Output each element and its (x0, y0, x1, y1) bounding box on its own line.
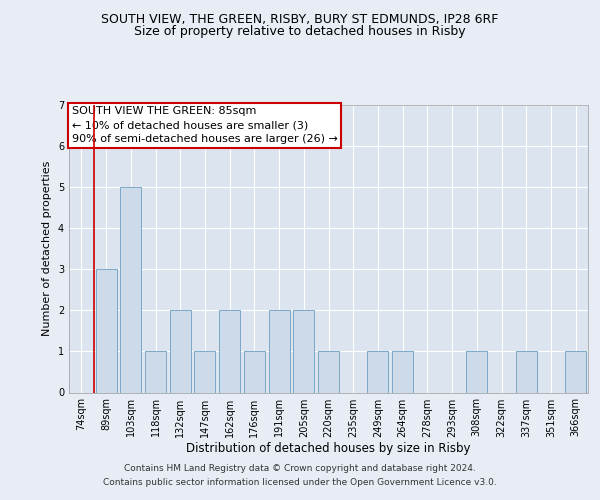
Bar (95, 270, 116, 392)
Text: Contains public sector information licensed under the Open Government Licence v3: Contains public sector information licen… (103, 478, 497, 487)
Text: Contains HM Land Registry data © Crown copyright and database right 2024.: Contains HM Land Registry data © Crown c… (124, 464, 476, 473)
Bar (392, 352, 413, 393)
Text: Size of property relative to detached houses in Risby: Size of property relative to detached ho… (134, 25, 466, 38)
Bar (466, 352, 487, 393)
X-axis label: Distribution of detached houses by size in Risby: Distribution of detached houses by size … (186, 442, 471, 456)
Text: SOUTH VIEW THE GREEN: 85sqm
← 10% of detached houses are smaller (3)
90% of semi: SOUTH VIEW THE GREEN: 85sqm ← 10% of det… (71, 106, 337, 144)
Bar (269, 310, 290, 392)
Bar (170, 310, 191, 392)
Bar (367, 352, 388, 393)
Bar (565, 352, 586, 393)
Bar (219, 310, 240, 392)
Bar (194, 352, 215, 393)
Text: SOUTH VIEW, THE GREEN, RISBY, BURY ST EDMUNDS, IP28 6RF: SOUTH VIEW, THE GREEN, RISBY, BURY ST ED… (101, 12, 499, 26)
Bar (120, 187, 141, 392)
Bar (145, 352, 166, 393)
Bar (293, 310, 314, 392)
Bar (516, 352, 537, 393)
Bar (244, 352, 265, 393)
Bar (318, 352, 339, 393)
Y-axis label: Number of detached properties: Number of detached properties (43, 161, 52, 336)
